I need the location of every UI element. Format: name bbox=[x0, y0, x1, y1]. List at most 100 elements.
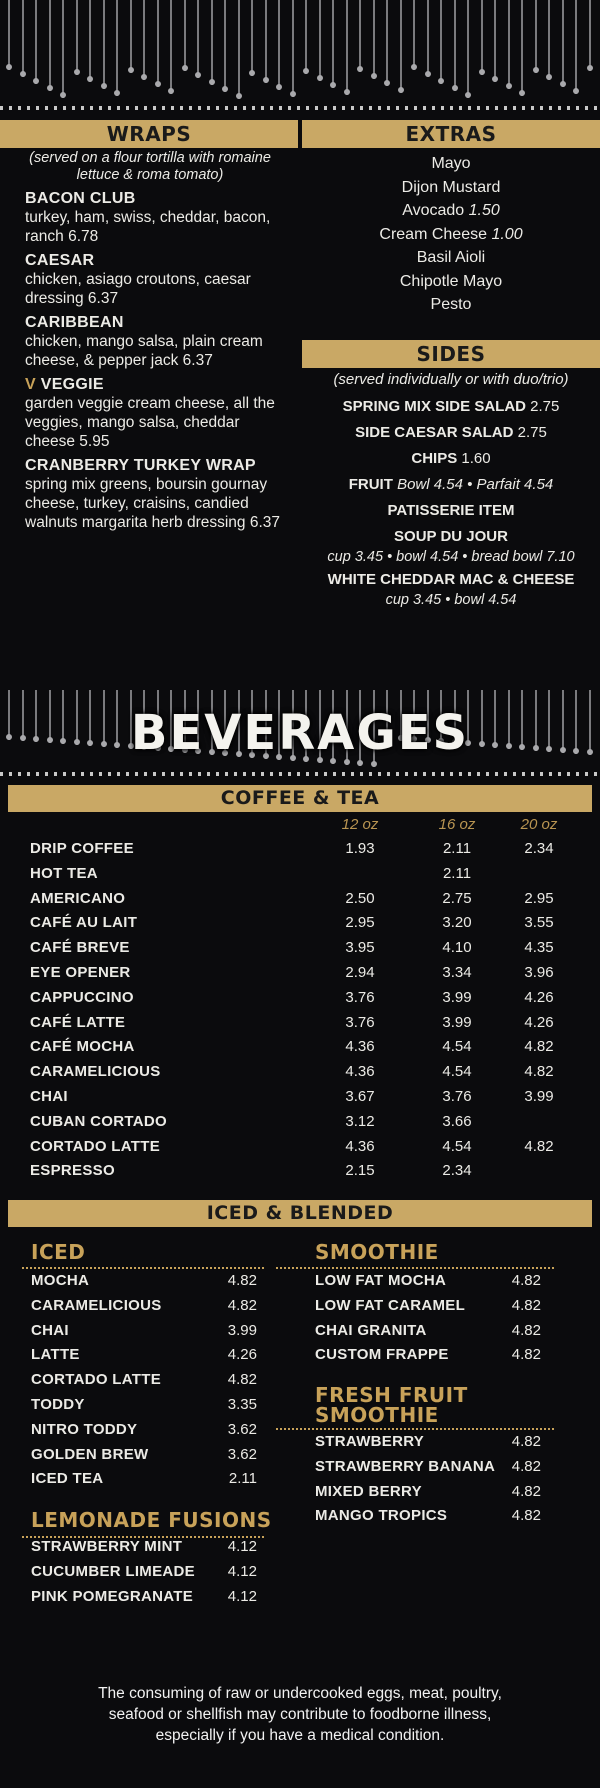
drink-price: 4.36 bbox=[345, 1063, 375, 1081]
pillar-stick bbox=[35, 690, 37, 742]
coffee-row: CAFÉ BREVE 3.95 4.10 4.35 bbox=[30, 939, 570, 964]
pillar-knob bbox=[222, 750, 228, 756]
pillar-knob bbox=[87, 740, 93, 746]
pillar-stick bbox=[130, 0, 132, 73]
drink-price: 4.36 bbox=[345, 1137, 375, 1155]
pillar-stick bbox=[278, 690, 280, 760]
pillar-stick bbox=[400, 0, 402, 93]
drink-name: ESPRESSO bbox=[30, 1162, 115, 1180]
pillar-stick bbox=[265, 690, 267, 759]
pillar-stick bbox=[238, 0, 240, 99]
pillar-knob bbox=[6, 734, 12, 740]
pillar-knob bbox=[330, 758, 336, 764]
drink-price: 4.82 bbox=[511, 1457, 541, 1475]
pillar-knob bbox=[452, 85, 458, 91]
extra-item: Pesto bbox=[430, 296, 472, 313]
pillar-knob bbox=[114, 90, 120, 96]
drink-name: GOLDEN BREW bbox=[31, 1445, 149, 1463]
side-item: SOUP DU JOUR bbox=[394, 528, 508, 545]
drink-name: PINK POMEGRANATE bbox=[31, 1587, 194, 1605]
list-item: LATTE 4.26 bbox=[31, 1346, 257, 1370]
pillar-stick bbox=[103, 690, 105, 747]
pillar-stick bbox=[22, 0, 24, 77]
pillar-knob bbox=[573, 748, 579, 754]
drink-price: 4.82 bbox=[524, 1063, 554, 1081]
drink-price: 4.82 bbox=[511, 1482, 541, 1500]
iced-title: ICED bbox=[31, 1240, 86, 1264]
drink-price: 4.82 bbox=[227, 1371, 257, 1389]
drink-name: ICED TEA bbox=[31, 1470, 104, 1488]
side-item: SPRING MIX SIDE SALAD 2.75 bbox=[342, 398, 560, 415]
drink-name: STRAWBERRY BANANA bbox=[315, 1457, 496, 1475]
pillar-knob bbox=[249, 752, 255, 758]
pillar-knob bbox=[438, 738, 444, 744]
pillar-stick bbox=[440, 690, 442, 744]
wrap-desc: spring mix greens, boursin gournay chees… bbox=[25, 476, 281, 531]
pillar-knob bbox=[398, 735, 404, 741]
drink-name: NITRO TODDY bbox=[31, 1420, 138, 1438]
pillar-stick bbox=[292, 690, 294, 761]
pillar-stick bbox=[211, 690, 213, 755]
pillar-knob bbox=[411, 64, 417, 70]
pillar-stick bbox=[116, 690, 118, 748]
coffee-row: CAPPUCCINO 3.76 3.99 4.26 bbox=[30, 989, 570, 1014]
pillar-knob bbox=[398, 87, 404, 93]
drink-price: 3.62 bbox=[227, 1445, 257, 1463]
coffee-row: EYE OPENER 2.94 3.34 3.96 bbox=[30, 964, 570, 989]
wrap-item: CARIBBEAN chicken, mango salsa, plain cr… bbox=[25, 314, 285, 370]
pillar-knob bbox=[33, 736, 39, 742]
coffee-row: CUBAN CORTADO 3.12 3.66 bbox=[30, 1113, 570, 1138]
pillar-stick bbox=[548, 690, 550, 752]
extras-list: Mayo Dijon Mustard Avocado 1.50 Cream Ch… bbox=[302, 152, 600, 317]
drink-price: 2.34 bbox=[442, 1162, 472, 1180]
pillar-knob bbox=[222, 86, 228, 92]
drink-price: 4.12 bbox=[227, 1587, 257, 1605]
list-item: TODDY 3.35 bbox=[31, 1396, 257, 1420]
pillar-stick bbox=[562, 0, 564, 87]
extra-item: Basil Aioli bbox=[416, 249, 486, 266]
pillar-stick bbox=[184, 690, 186, 753]
vegetarian-marker: V bbox=[25, 376, 36, 393]
pillar-knob bbox=[236, 93, 242, 99]
wrap-item: CAESAR chicken, asiago croutons, caesar … bbox=[25, 252, 285, 308]
coffee-row: CORTADO LATTE 4.36 4.54 4.82 bbox=[30, 1138, 570, 1163]
pillar-knob bbox=[357, 66, 363, 72]
drink-name: EYE OPENER bbox=[30, 964, 131, 981]
drink-name: CUSTOM FRAPPE bbox=[315, 1346, 449, 1364]
pillar-stick bbox=[197, 690, 199, 754]
wrap-name: CRANBERRY TURKEY WRAP bbox=[25, 457, 256, 474]
smoothie-title: SMOOTHIE bbox=[315, 1240, 439, 1264]
side-item: FRUIT Bowl 4.54 • Parfait 4.54 bbox=[348, 476, 554, 493]
list-item: ICED TEA 2.11 bbox=[31, 1470, 257, 1494]
wrap-name: BACON CLUB bbox=[25, 190, 136, 207]
pillar-knob bbox=[546, 746, 552, 752]
drink-price: 3.20 bbox=[442, 914, 472, 932]
pillar-knob bbox=[182, 747, 188, 753]
drink-price: 4.36 bbox=[345, 1038, 375, 1056]
pillar-stick bbox=[440, 0, 442, 84]
list-item: MANGO TROPICS 4.82 bbox=[315, 1507, 541, 1531]
drink-name: CAFÉ LATTE bbox=[30, 1013, 126, 1031]
coffee-row: CAFÉ LATTE 3.76 3.99 4.26 bbox=[30, 1014, 570, 1039]
drink-name: CHAI GRANITA bbox=[315, 1321, 427, 1339]
pillar-stick bbox=[130, 690, 132, 749]
drink-price: 2.11 bbox=[442, 840, 472, 857]
pillar-knob bbox=[384, 734, 390, 740]
pillar-knob bbox=[101, 741, 107, 747]
drink-price: 4.10 bbox=[442, 939, 472, 957]
drink-name: CHAI bbox=[31, 1321, 69, 1339]
wraps-note: (served on a flour tortilla with romaine… bbox=[29, 150, 271, 183]
drink-price: 3.99 bbox=[524, 1088, 554, 1105]
sides-list: SPRING MIX SIDE SALAD 2.75 SIDE CAESAR S… bbox=[298, 394, 600, 610]
list-item: CUCUMBER LIMEADE 4.12 bbox=[31, 1563, 257, 1587]
wrap-item: V VEGGIE garden veggie cream cheese, all… bbox=[25, 376, 285, 451]
pillar-knob bbox=[411, 736, 417, 742]
coffee-tea-banner: COFFEE & TEA bbox=[8, 785, 592, 812]
side-item: CHIPS 1.60 bbox=[411, 450, 491, 467]
drink-name: HOT TEA bbox=[30, 864, 98, 882]
pillar-knob bbox=[317, 757, 323, 763]
pillar-stick bbox=[305, 690, 307, 762]
pillar-knob bbox=[290, 91, 296, 97]
pillar-stick bbox=[143, 690, 145, 750]
drink-name: CUBAN CORTADO bbox=[30, 1112, 167, 1130]
